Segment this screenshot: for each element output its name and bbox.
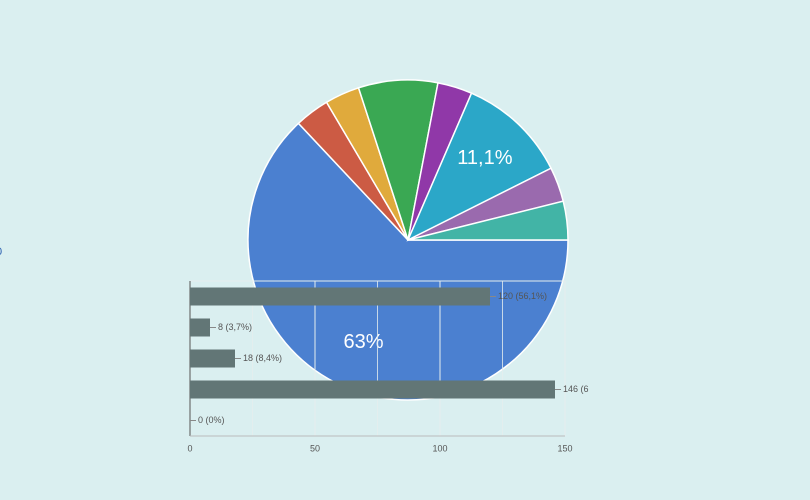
pie-slice: [406, 92, 553, 242]
x-tick-label: 100: [432, 443, 447, 453]
bar: [190, 349, 235, 368]
bar: [190, 318, 210, 337]
bar: [190, 380, 555, 399]
bar-value-label: 120 (56,1%): [498, 291, 547, 301]
x-tick-label: 0: [187, 443, 192, 453]
bar-value-label: 8 (3,7%): [218, 322, 252, 332]
edge-text: 0: [0, 246, 2, 258]
slice-label: 11,1%: [457, 147, 512, 169]
x-tick-label: 150: [557, 443, 572, 453]
x-tick-label: 50: [310, 443, 320, 453]
bar-value-label: 146 (6: [563, 384, 589, 394]
pie-slice: [407, 200, 569, 241]
slice-label: 63%: [344, 331, 384, 353]
bar-value-label: 0 (0%): [198, 415, 225, 425]
bar: [190, 287, 490, 306]
bar-value-label: 18 (8,4%): [243, 353, 282, 363]
